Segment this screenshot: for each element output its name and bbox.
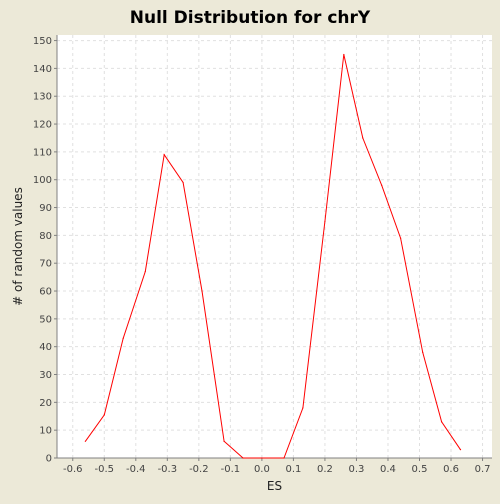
data-point <box>459 449 462 451</box>
data-point <box>283 457 285 459</box>
data-point <box>122 337 124 339</box>
data-point <box>324 220 326 223</box>
y-tick-label: 90 <box>39 203 52 214</box>
series-line <box>84 54 461 459</box>
data-point <box>144 270 146 273</box>
data-point <box>261 457 263 459</box>
plot-area <box>57 35 492 458</box>
y-tick-label: 150 <box>33 36 52 47</box>
data-point <box>440 421 443 423</box>
x-tick-label: -0.3 <box>158 464 178 475</box>
x-tick-label: -0.5 <box>95 464 115 475</box>
data-point <box>422 351 424 353</box>
data-point <box>223 440 225 442</box>
data-point <box>163 154 165 156</box>
data-point <box>182 181 184 184</box>
y-tick-label: 110 <box>33 147 52 158</box>
x-tick-label: 0.1 <box>285 464 301 475</box>
y-tick-label: 70 <box>39 259 52 270</box>
data-point <box>84 440 86 442</box>
x-tick-label: 0.3 <box>349 464 365 475</box>
x-tick-label: 0.6 <box>443 464 459 475</box>
x-tick-label: 0.4 <box>380 464 396 475</box>
y-tick-label: 0 <box>46 454 52 465</box>
y-tick-label: 100 <box>33 175 52 186</box>
y-tick-label: 80 <box>39 231 52 242</box>
y-tick-label: 20 <box>39 398 52 409</box>
data-point <box>201 290 203 292</box>
x-tick-label: -0.4 <box>126 464 146 475</box>
x-tick-label: -0.2 <box>189 464 209 475</box>
chart-title: Null Distribution for chrY <box>130 8 371 28</box>
y-tick-label: 140 <box>33 64 52 75</box>
y-tick-label: 120 <box>33 120 52 131</box>
y-tick-label: 10 <box>39 426 52 437</box>
data-point <box>343 53 345 56</box>
y-axis-label: # of random values <box>11 187 25 306</box>
y-tick-label: 60 <box>39 287 52 298</box>
x-tick-label: 0.2 <box>317 464 333 475</box>
data-point <box>103 414 105 416</box>
data-point <box>381 184 383 186</box>
data-point <box>302 407 304 409</box>
y-tick-label: 50 <box>39 314 52 325</box>
y-tick-label: 30 <box>39 370 52 381</box>
data-point <box>242 457 244 459</box>
x-tick-label: -0.6 <box>63 464 83 475</box>
x-axis-label: ES <box>267 479 282 493</box>
data-point <box>362 137 364 139</box>
x-tick-label: 0.7 <box>475 464 491 475</box>
axes: -0.6 -0.5 -0.4 -0.3 -0.2 -0.1 0.0 0.1 0.2 0.3 0.4 0… <box>33 35 492 475</box>
x-tick-label: 0.0 <box>254 464 270 475</box>
y-tick-label: 130 <box>33 92 52 103</box>
data-point <box>399 237 402 239</box>
x-tick-label: 0.5 <box>412 464 428 475</box>
series-layer <box>84 53 462 459</box>
x-tick-label: -0.1 <box>221 464 241 475</box>
y-tick-label: 40 <box>39 342 52 353</box>
